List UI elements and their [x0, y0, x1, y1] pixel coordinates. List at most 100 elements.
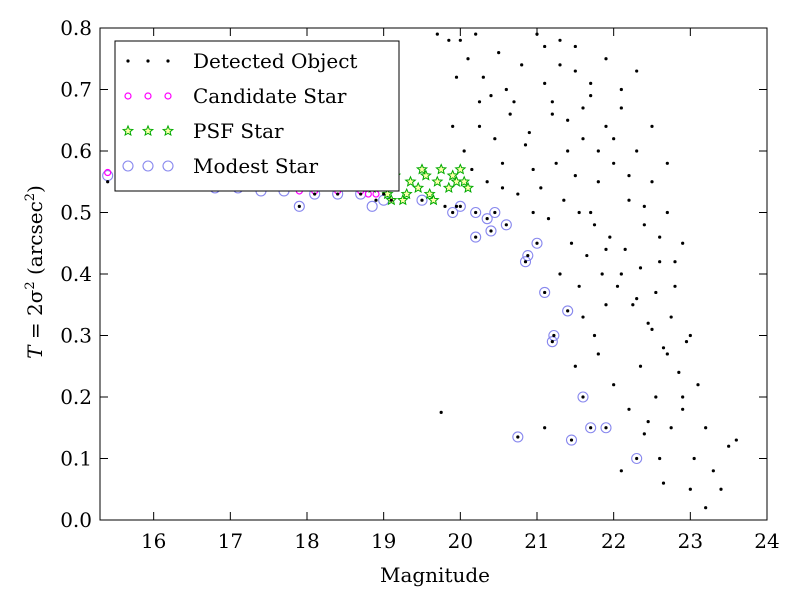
data-point [612, 137, 616, 141]
data-point [474, 210, 478, 215]
data-point [435, 32, 439, 36]
data-point [650, 180, 654, 184]
data-point [427, 193, 440, 206]
y-axis-label: T = 2σ2 (arcsec2) [23, 185, 47, 359]
data-point [562, 198, 566, 202]
y-axis-ticks: 0.0 0.1 0.2 0.3 0.4 0.5 0.6 0.7 0.8 [60, 16, 767, 532]
data-point [412, 181, 425, 193]
data-point [382, 192, 386, 196]
data-point [566, 118, 570, 122]
data-point [684, 340, 689, 344]
data-point [481, 75, 485, 79]
data-point [558, 63, 562, 67]
data-point [481, 213, 493, 225]
x-tick-label: 22 [601, 529, 626, 553]
data-point [297, 204, 301, 208]
x-axis-label: Magnitude [380, 563, 490, 587]
data-point [569, 438, 574, 442]
data-point [627, 174, 631, 178]
data-point [604, 57, 608, 61]
data-point [631, 452, 643, 465]
data-point [512, 431, 524, 443]
data-point [589, 210, 593, 215]
data-point [596, 149, 600, 153]
y-tick-label: 0.8 [60, 16, 92, 40]
y-tick-label: 0.2 [60, 385, 92, 409]
legend-marker [162, 160, 174, 172]
data-point [577, 284, 581, 288]
data-point [631, 303, 635, 307]
legend-marker [146, 59, 150, 63]
data-point [543, 81, 547, 85]
data-point [431, 175, 444, 187]
data-point [619, 469, 623, 473]
data-point [619, 106, 623, 110]
data-point [443, 204, 447, 208]
data-point [635, 456, 639, 461]
y-tick-label: 0.7 [60, 78, 92, 102]
data-point [522, 250, 534, 262]
data-point [673, 284, 677, 288]
data-point [596, 180, 600, 184]
data-point [696, 383, 700, 387]
data-point [665, 161, 669, 165]
data-point [454, 163, 467, 175]
y-tick-label: 0.1 [60, 447, 92, 471]
data-point [581, 395, 585, 399]
legend-box [114, 40, 400, 192]
data-point [554, 161, 558, 165]
data-point [415, 163, 429, 175]
legend-marker [142, 160, 154, 172]
data-point [665, 352, 669, 356]
data-point [527, 130, 531, 135]
data-point [466, 57, 470, 61]
data-point [681, 395, 685, 399]
data-point [592, 223, 597, 227]
data-point [581, 106, 585, 110]
data-point [366, 200, 378, 212]
data-point [627, 198, 631, 202]
data-point [512, 100, 516, 104]
data-point [493, 210, 497, 215]
data-point [104, 168, 112, 177]
data-point [627, 407, 631, 411]
data-point [646, 420, 650, 424]
data-point [658, 260, 662, 264]
data-point [523, 260, 528, 264]
legend-marker [122, 160, 134, 172]
data-point [372, 190, 380, 198]
data-point [562, 305, 574, 317]
data-point [500, 186, 505, 190]
data-point [650, 124, 654, 128]
data-point [661, 481, 666, 485]
data-point [470, 167, 474, 172]
data-point [604, 426, 608, 430]
data-point [589, 94, 593, 98]
data-point [612, 161, 616, 165]
data-point [677, 370, 681, 374]
data-point [543, 290, 547, 295]
data-point [462, 149, 466, 153]
data-point [673, 260, 677, 264]
data-point [485, 225, 497, 237]
data-point [604, 247, 608, 251]
data-point [650, 327, 654, 331]
legend-marker [166, 59, 170, 63]
data-point [531, 210, 535, 215]
data-point [600, 272, 604, 276]
legend-item: Candidate Star [124, 84, 347, 108]
data-point [458, 38, 462, 42]
data-point [485, 180, 489, 184]
data-point [669, 426, 673, 430]
data-point [451, 124, 455, 128]
data-point [589, 426, 593, 430]
legend-marker [121, 124, 135, 137]
data-point [454, 75, 459, 79]
y-tick-label: 0.3 [60, 324, 92, 348]
data-point [404, 175, 417, 187]
data-point [539, 186, 543, 190]
legend-label: Detected Object [193, 49, 357, 73]
data-point [519, 256, 532, 268]
data-point [546, 217, 551, 221]
data-point [474, 32, 478, 36]
